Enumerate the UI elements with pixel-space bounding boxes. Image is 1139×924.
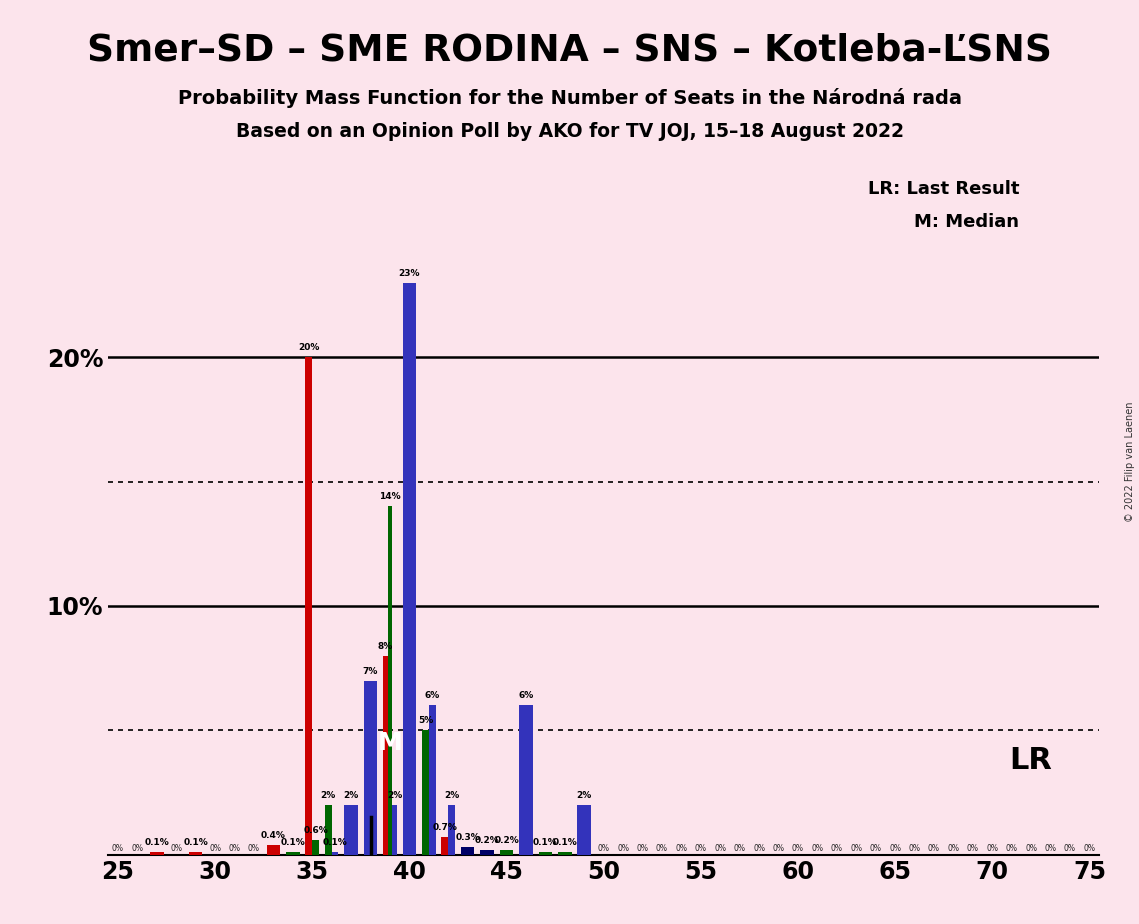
Text: 0%: 0% xyxy=(1006,844,1018,853)
Bar xyxy=(461,847,475,855)
Text: Probability Mass Function for the Number of Seats in the Národná rada: Probability Mass Function for the Number… xyxy=(178,88,961,108)
Text: 0%: 0% xyxy=(248,844,260,853)
Text: LR: Last Result: LR: Last Result xyxy=(868,180,1019,198)
Text: 6%: 6% xyxy=(425,691,440,700)
Text: LR: LR xyxy=(1009,746,1052,774)
Text: 0%: 0% xyxy=(695,844,707,853)
Text: 0%: 0% xyxy=(948,844,959,853)
Bar xyxy=(423,730,428,855)
Bar xyxy=(392,805,396,855)
Text: 0%: 0% xyxy=(909,844,920,853)
Text: 20%: 20% xyxy=(298,343,320,352)
Bar xyxy=(449,805,454,855)
Text: 0%: 0% xyxy=(1064,844,1076,853)
Bar xyxy=(305,358,312,855)
Text: 0%: 0% xyxy=(637,844,648,853)
Bar xyxy=(344,805,358,855)
Text: 0.2%: 0.2% xyxy=(475,835,500,845)
Text: M: Median: M: Median xyxy=(915,213,1019,230)
Bar xyxy=(429,705,435,855)
Text: 0%: 0% xyxy=(1044,844,1057,853)
Text: 0%: 0% xyxy=(1025,844,1038,853)
Text: 0.1%: 0.1% xyxy=(280,838,305,847)
Text: 0.7%: 0.7% xyxy=(433,823,457,833)
Text: 0%: 0% xyxy=(830,844,843,853)
Bar xyxy=(383,656,387,855)
Text: 2%: 2% xyxy=(344,791,359,800)
Text: 23%: 23% xyxy=(399,269,420,277)
Bar xyxy=(402,283,416,855)
Text: 0%: 0% xyxy=(986,844,998,853)
Text: 7%: 7% xyxy=(363,666,378,675)
Bar xyxy=(286,852,300,855)
Text: 0%: 0% xyxy=(1083,844,1096,853)
Text: 0%: 0% xyxy=(850,844,862,853)
Bar xyxy=(312,840,319,855)
Text: 5%: 5% xyxy=(418,716,433,725)
Bar xyxy=(363,681,377,855)
Text: 0.3%: 0.3% xyxy=(456,833,480,843)
Text: 0%: 0% xyxy=(811,844,823,853)
Bar xyxy=(267,845,280,855)
Bar xyxy=(387,506,392,855)
Text: 0.4%: 0.4% xyxy=(261,831,286,840)
Text: 2%: 2% xyxy=(576,791,592,800)
Bar xyxy=(558,852,572,855)
Text: 0.6%: 0.6% xyxy=(303,826,328,834)
Bar xyxy=(481,850,494,855)
Text: 0%: 0% xyxy=(131,844,144,853)
Text: 0%: 0% xyxy=(753,844,765,853)
Text: 14%: 14% xyxy=(379,492,401,502)
Text: 0.1%: 0.1% xyxy=(552,838,577,847)
Bar xyxy=(331,852,338,855)
Text: 0%: 0% xyxy=(229,844,240,853)
Text: 0%: 0% xyxy=(890,844,901,853)
Text: 0%: 0% xyxy=(598,844,609,853)
Bar xyxy=(539,852,552,855)
Text: 0%: 0% xyxy=(792,844,804,853)
Bar xyxy=(325,805,331,855)
Text: Based on an Opinion Poll by AKO for TV JOJ, 15–18 August 2022: Based on an Opinion Poll by AKO for TV J… xyxy=(236,122,903,141)
Text: 0.1%: 0.1% xyxy=(322,838,347,847)
Text: 0%: 0% xyxy=(772,844,785,853)
Text: 0%: 0% xyxy=(714,844,727,853)
Text: 0%: 0% xyxy=(675,844,688,853)
Text: 2%: 2% xyxy=(320,791,336,800)
Text: 2%: 2% xyxy=(387,791,402,800)
Bar xyxy=(150,852,164,855)
Text: 0.1%: 0.1% xyxy=(533,838,558,847)
Text: 0%: 0% xyxy=(170,844,182,853)
Text: 0%: 0% xyxy=(870,844,882,853)
Text: © 2022 Filip van Laenen: © 2022 Filip van Laenen xyxy=(1125,402,1134,522)
Bar xyxy=(577,805,591,855)
Text: 0.1%: 0.1% xyxy=(183,838,208,847)
Text: 0%: 0% xyxy=(210,844,221,853)
Bar xyxy=(519,705,533,855)
Text: 0%: 0% xyxy=(928,844,940,853)
Text: 0.2%: 0.2% xyxy=(494,835,519,845)
Text: 0%: 0% xyxy=(734,844,746,853)
Text: 0%: 0% xyxy=(967,844,978,853)
Text: 0%: 0% xyxy=(656,844,667,853)
Text: 2%: 2% xyxy=(444,791,459,800)
Text: 0%: 0% xyxy=(112,844,124,853)
Text: 0%: 0% xyxy=(617,844,629,853)
Text: 0.1%: 0.1% xyxy=(145,838,170,847)
Bar xyxy=(189,852,203,855)
Text: Smer–SD – SME RODINA – SNS – Kotleba-ĽSNS: Smer–SD – SME RODINA – SNS – Kotleba-ĽSN… xyxy=(87,32,1052,68)
Bar xyxy=(500,850,514,855)
Bar xyxy=(442,837,448,855)
Text: M: M xyxy=(377,731,402,755)
Text: 8%: 8% xyxy=(378,641,393,650)
Text: 6%: 6% xyxy=(518,691,533,700)
